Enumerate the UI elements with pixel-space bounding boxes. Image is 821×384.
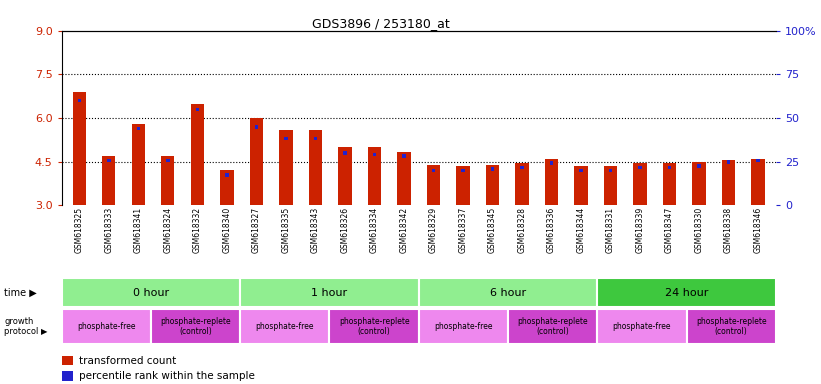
Bar: [309, 130, 322, 205]
Bar: [343, 151, 346, 155]
Bar: [314, 137, 317, 140]
Bar: [397, 152, 410, 205]
Bar: [727, 160, 731, 164]
Text: phosphate-free: phosphate-free: [255, 322, 314, 331]
Bar: [575, 166, 588, 205]
Bar: [195, 108, 200, 111]
Bar: [62, 309, 151, 344]
Bar: [516, 163, 529, 205]
Text: time ▶: time ▶: [4, 288, 37, 298]
Bar: [692, 162, 706, 205]
Bar: [62, 278, 240, 307]
Text: 24 hour: 24 hour: [665, 288, 709, 298]
Bar: [284, 137, 287, 140]
Bar: [604, 166, 617, 205]
Bar: [373, 153, 376, 156]
Bar: [240, 278, 419, 307]
Text: phosphate-free: phosphate-free: [77, 322, 135, 331]
Bar: [255, 125, 258, 129]
Bar: [686, 309, 776, 344]
Bar: [598, 309, 686, 344]
Text: phosphate-replete
(control): phosphate-replete (control): [339, 317, 410, 336]
Text: phosphate-replete
(control): phosphate-replete (control): [160, 317, 231, 336]
Text: phosphate-replete
(control): phosphate-replete (control): [517, 317, 588, 336]
Bar: [722, 160, 736, 205]
Bar: [638, 166, 642, 169]
Text: growth
protocol ▶: growth protocol ▶: [4, 317, 48, 336]
Bar: [598, 278, 776, 307]
Bar: [663, 163, 677, 205]
Bar: [545, 159, 558, 205]
Bar: [62, 371, 73, 381]
Bar: [279, 130, 292, 205]
Text: 0 hour: 0 hour: [133, 288, 169, 298]
Bar: [402, 154, 406, 158]
Bar: [62, 356, 73, 365]
Bar: [190, 104, 204, 205]
Bar: [102, 156, 116, 205]
Bar: [580, 169, 583, 172]
Text: phosphate-free: phosphate-free: [612, 322, 672, 331]
Bar: [329, 309, 419, 344]
Bar: [456, 166, 470, 205]
Bar: [491, 167, 494, 171]
Bar: [240, 309, 329, 344]
Bar: [751, 159, 765, 205]
Bar: [432, 169, 435, 172]
Text: GDS3896 / 253180_at: GDS3896 / 253180_at: [312, 17, 450, 30]
Bar: [338, 147, 351, 205]
Bar: [486, 165, 499, 205]
Bar: [634, 163, 647, 205]
Bar: [427, 165, 440, 205]
Bar: [77, 99, 81, 103]
Bar: [697, 164, 701, 168]
Bar: [151, 309, 240, 344]
Text: percentile rank within the sample: percentile rank within the sample: [79, 371, 255, 381]
Text: phosphate-free: phosphate-free: [434, 322, 493, 331]
Bar: [667, 166, 672, 169]
Text: phosphate-replete
(control): phosphate-replete (control): [696, 317, 767, 336]
Bar: [508, 309, 597, 344]
Bar: [419, 278, 597, 307]
Bar: [250, 118, 263, 205]
Bar: [107, 159, 111, 162]
Bar: [131, 124, 145, 205]
Bar: [419, 309, 508, 344]
Bar: [756, 159, 760, 162]
Bar: [225, 173, 228, 177]
Bar: [220, 170, 233, 205]
Bar: [368, 147, 381, 205]
Bar: [72, 92, 86, 205]
Bar: [166, 159, 170, 162]
Bar: [161, 156, 175, 205]
Bar: [461, 169, 465, 172]
Text: 1 hour: 1 hour: [311, 288, 347, 298]
Bar: [136, 126, 140, 130]
Bar: [550, 161, 553, 165]
Bar: [609, 169, 612, 172]
Bar: [521, 166, 524, 169]
Text: 6 hour: 6 hour: [490, 288, 526, 298]
Text: transformed count: transformed count: [79, 356, 176, 366]
